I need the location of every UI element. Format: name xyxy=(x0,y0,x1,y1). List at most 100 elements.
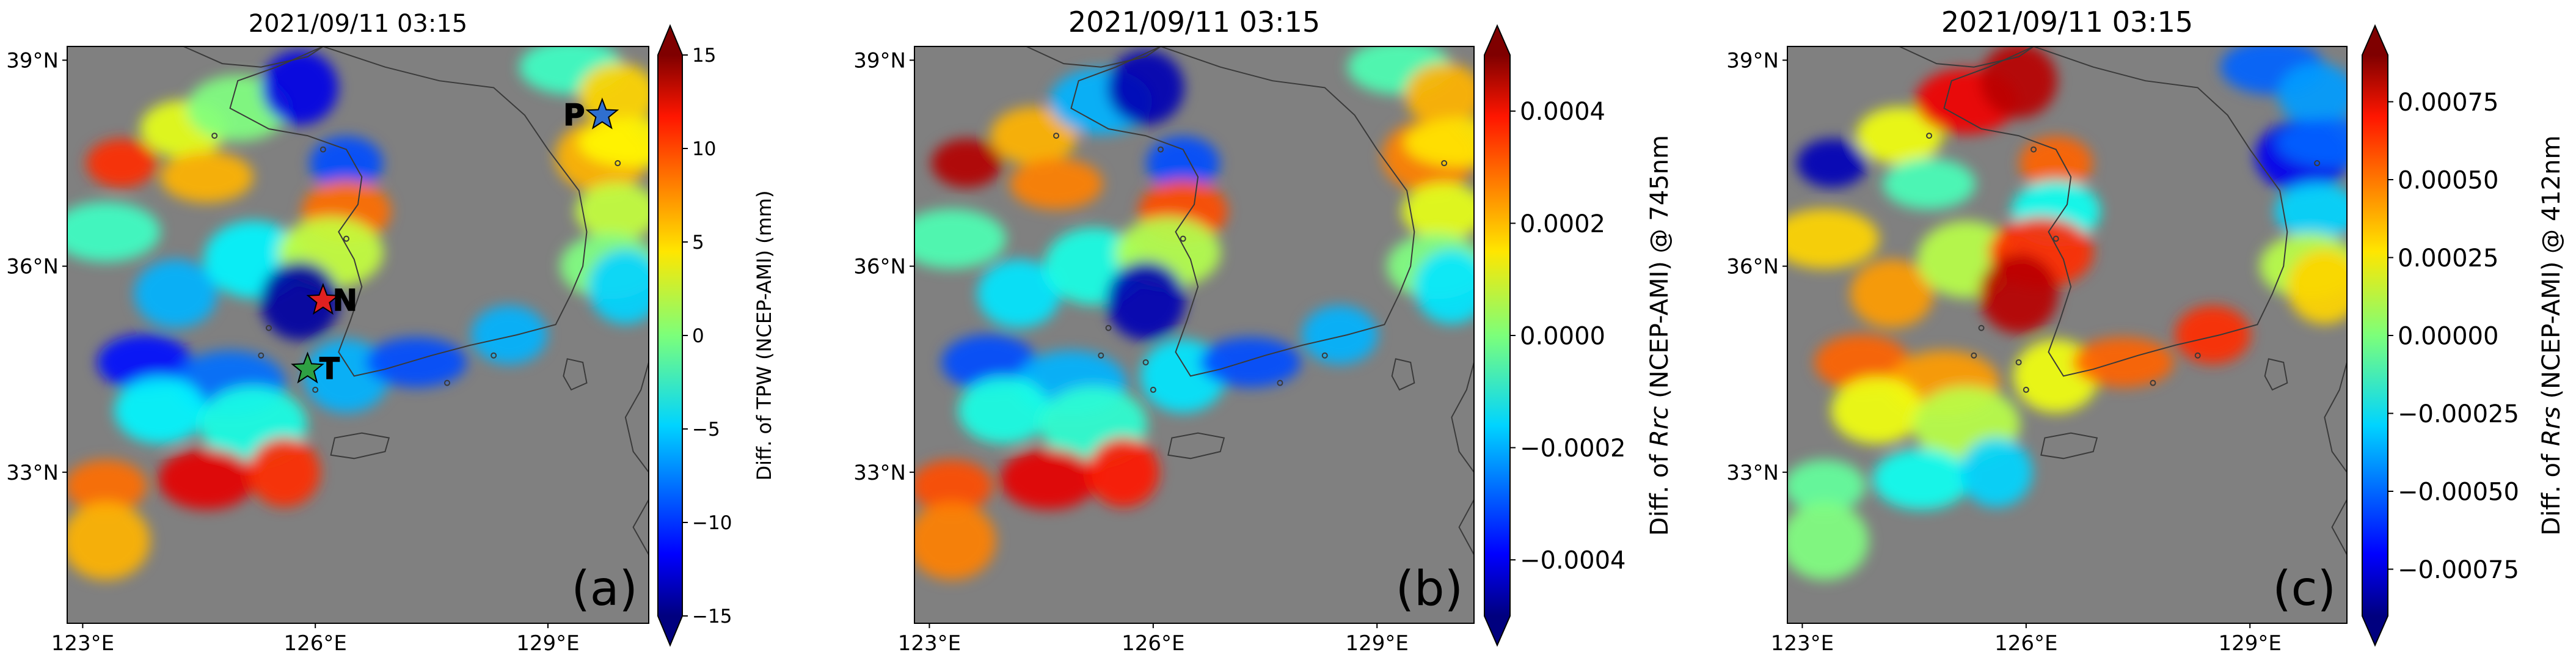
data-patch xyxy=(1402,182,1474,240)
station-label-t: T xyxy=(319,352,340,386)
island-outline xyxy=(1971,352,1977,359)
colorbar-tick-label: −5 xyxy=(692,419,720,441)
colorbar-tick-label: −0.00075 xyxy=(2398,556,2519,584)
retrieval-field xyxy=(914,46,1474,581)
y-tick-label: 33°N xyxy=(6,461,59,485)
y-tick-label: 36°N xyxy=(853,255,906,279)
data-patch xyxy=(958,376,1050,444)
tsushima-coastline xyxy=(2264,358,2288,391)
data-patch xyxy=(2277,118,2347,167)
data-patch xyxy=(1850,259,1933,328)
data-patch xyxy=(248,437,321,507)
island-outline xyxy=(2194,352,2201,359)
island-outline xyxy=(1158,146,1164,153)
data-patch xyxy=(134,259,217,328)
data-patch xyxy=(977,259,1060,328)
colorbar-tick-label: 0 xyxy=(692,325,704,347)
island-outline xyxy=(343,235,349,242)
island-outline xyxy=(2052,235,2059,242)
data-patch xyxy=(2287,249,2347,324)
station-label-n: N xyxy=(333,284,357,318)
panel-title: 2021/09/11 03:15 xyxy=(1941,5,2193,38)
y-tick-label: 36°N xyxy=(6,255,59,279)
data-patch xyxy=(114,376,206,444)
colorbar-label: Diff. of Rrc (NCEP-AMI) @ 745nm xyxy=(1646,135,1674,536)
data-patch xyxy=(160,151,254,203)
data-patch xyxy=(1856,107,1943,165)
colorbar-label: Diff. of TPW (NCEP-AMI) (mm) xyxy=(753,191,776,481)
island-outline xyxy=(2023,386,2029,393)
retrieval-field xyxy=(67,46,649,581)
japan-coastline xyxy=(2324,362,2347,555)
data-patch xyxy=(1199,337,1301,387)
jeju-coastline xyxy=(330,432,390,460)
colorbar xyxy=(1484,55,1510,616)
island-outline xyxy=(312,386,319,393)
data-patch xyxy=(2072,337,2174,387)
map-frame xyxy=(1787,46,2348,624)
data-patch xyxy=(1872,449,1971,510)
retrieval-field xyxy=(1787,46,2347,581)
x-tick-label: 123°E xyxy=(898,631,961,652)
island-outline xyxy=(2015,359,2022,365)
data-patch xyxy=(578,62,649,126)
island-outline xyxy=(1105,324,1112,331)
china-coastline xyxy=(183,46,324,68)
colorbar-tick-label: 15 xyxy=(692,45,716,67)
panel-1: 2021/09/11 03:15 123°E 126°E 129°E 39°N 36°N 3… xyxy=(853,5,1674,652)
data-patch xyxy=(1814,334,1910,390)
panel-title: 2021/09/11 03:15 xyxy=(249,10,468,38)
data-patch xyxy=(67,460,147,513)
data-patch xyxy=(588,249,649,324)
data-patch xyxy=(990,107,1078,165)
colorbar-tick-label: 0.00000 xyxy=(2398,322,2498,350)
data-patch xyxy=(1404,118,1474,167)
colorbar-tick-label: −10 xyxy=(692,512,732,534)
island-outline xyxy=(266,324,272,331)
data-patch xyxy=(86,139,157,188)
data-patch xyxy=(1107,50,1184,125)
colorbar-label-part: Diff. of TPW (NCEP-AMI) (mm) xyxy=(753,191,776,481)
data-patch xyxy=(2275,182,2347,240)
data-patch xyxy=(158,449,256,510)
tsushima-coastline xyxy=(563,358,588,391)
colorbar-label-part: Diff. of xyxy=(1646,447,1674,536)
data-patch xyxy=(2278,62,2347,126)
colorbar-tick-label: −0.00025 xyxy=(2398,400,2519,428)
x-tick-label: 126°E xyxy=(1994,631,2057,652)
panel-label: (a) xyxy=(571,562,638,617)
x-tick-label: 126°E xyxy=(1122,631,1184,652)
colorbar-extend-min xyxy=(658,616,682,645)
panel-0: 2021/09/11 03:15 123°E 126°E 129°E 39°N 36°N 3… xyxy=(6,10,776,652)
data-patch xyxy=(2175,306,2251,364)
island-outline xyxy=(319,146,326,153)
data-patch xyxy=(67,202,161,262)
colorbar-extend-max xyxy=(1484,26,1510,55)
colorbar xyxy=(658,55,682,616)
colorbar-label-part: Rrs xyxy=(2538,406,2566,446)
data-patch xyxy=(1405,62,1474,126)
data-patch xyxy=(999,449,1098,510)
colorbar-tick-label: −0.0002 xyxy=(1520,434,1626,463)
colorbar-tick-label: −15 xyxy=(692,606,732,628)
korea-coastline xyxy=(1070,46,1415,377)
station-label-p: P xyxy=(563,98,585,132)
data-patch xyxy=(1979,254,2059,334)
station-marker-n xyxy=(306,282,340,315)
data-patch xyxy=(365,337,467,387)
jeju-coastline xyxy=(2040,432,2098,460)
data-patch xyxy=(931,139,1002,188)
data-patch xyxy=(1787,208,1880,269)
data-patch xyxy=(914,208,1007,269)
data-patch xyxy=(914,460,993,513)
y-tick-label: 36°N xyxy=(1726,255,1779,279)
island-outline xyxy=(258,352,265,359)
data-patch xyxy=(261,50,338,125)
y-tick-label: 39°N xyxy=(6,48,59,73)
data-patch xyxy=(1146,136,1220,190)
colorbar-extend-max xyxy=(658,26,682,55)
data-patch xyxy=(471,306,547,364)
x-tick-label: 126°E xyxy=(283,631,346,652)
data-patch xyxy=(260,260,340,340)
